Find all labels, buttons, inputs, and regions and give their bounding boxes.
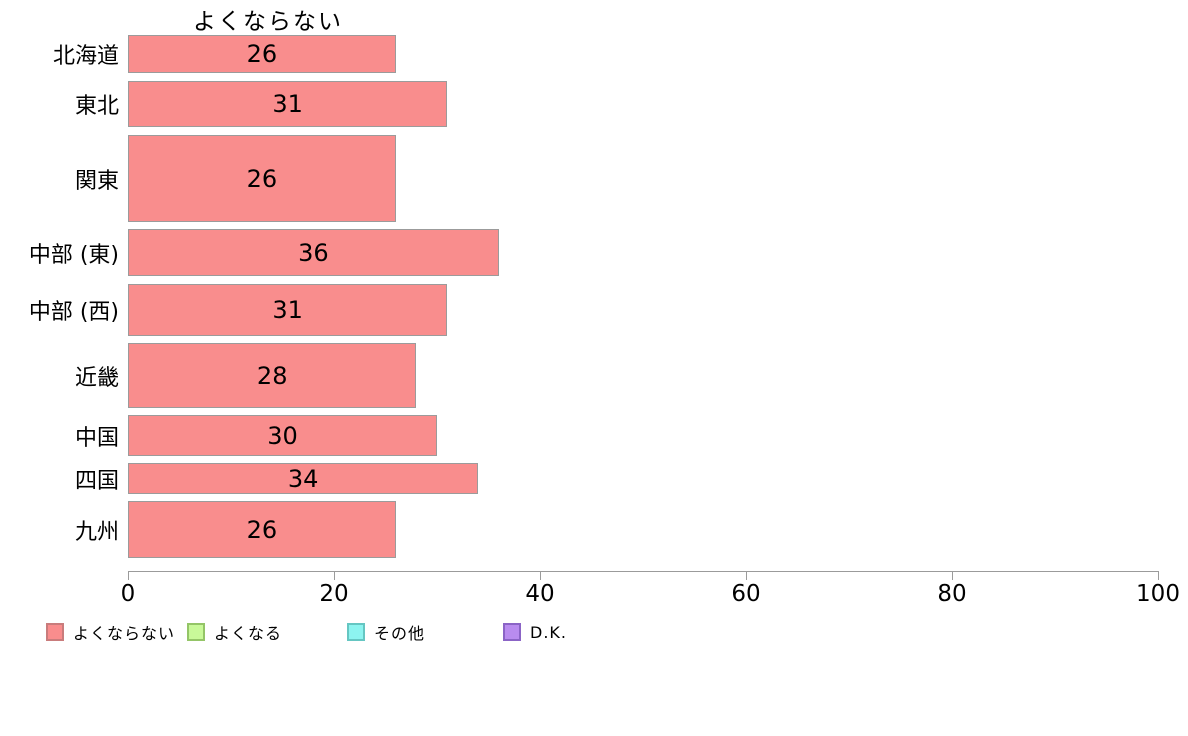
legend-label: その他	[374, 624, 426, 643]
category-label: 九州	[74, 519, 119, 545]
legend-label: D.K.	[530, 622, 567, 642]
bar-value-label: 31	[272, 90, 303, 118]
bar: 31	[128, 81, 448, 127]
legend-label: よくならない	[73, 624, 176, 643]
bar: 31	[128, 284, 448, 336]
x-axis-tick-label: 40	[525, 581, 555, 607]
x-axis-tick	[334, 571, 335, 580]
category-label: 北海道	[52, 44, 119, 69]
x-axis-tick-label: 100	[1136, 581, 1180, 607]
legend-item: D.K.	[503, 622, 567, 642]
legend-swatch-icon	[503, 623, 521, 641]
category-label: 中部 (東)	[28, 242, 119, 268]
x-axis-tick	[952, 571, 953, 580]
x-axis-tick-label: 60	[731, 581, 761, 607]
legend-swatch-icon	[187, 623, 205, 641]
legend-swatch-icon	[46, 623, 64, 641]
bar: 26	[128, 135, 396, 222]
legend-item: よくなる	[187, 622, 283, 643]
legend-item: その他	[347, 622, 426, 643]
x-axis-tick-label: 0	[120, 581, 136, 607]
category-label: 近畿	[74, 365, 119, 391]
x-axis-tick	[540, 571, 541, 580]
bar-value-label: 30	[267, 421, 298, 450]
bar: 30	[128, 415, 437, 456]
x-axis-tick	[746, 571, 747, 580]
chart-title: よくならない	[193, 9, 343, 35]
bar: 26	[128, 35, 396, 73]
legend-label: よくなる	[214, 624, 283, 643]
category-label: 中国	[74, 425, 119, 451]
category-label: 中部 (西)	[28, 300, 119, 325]
x-axis-tick-label: 20	[319, 581, 349, 607]
bar-value-label: 28	[256, 361, 288, 390]
x-axis-tick	[1158, 571, 1159, 580]
bar-value-label: 26	[246, 164, 278, 193]
bar: 36	[128, 229, 499, 276]
category-label: 四国	[74, 468, 119, 494]
bar-value-label: 34	[287, 464, 319, 493]
bar-value-label: 26	[246, 515, 278, 544]
category-label: 東北	[74, 94, 119, 119]
category-label: 関東	[74, 168, 119, 194]
bar-value-label: 31	[272, 296, 303, 324]
bar-value-label: 36	[298, 238, 329, 267]
bar: 28	[128, 343, 417, 408]
x-axis-tick	[128, 571, 129, 580]
bar: 34	[128, 463, 479, 494]
legend-swatch-icon	[347, 623, 365, 641]
bar: 26	[128, 501, 396, 558]
legend-item: よくならない	[46, 622, 176, 643]
x-axis-line	[128, 571, 1158, 572]
x-axis-tick-label: 80	[937, 581, 967, 607]
bar-value-label: 26	[246, 40, 278, 68]
